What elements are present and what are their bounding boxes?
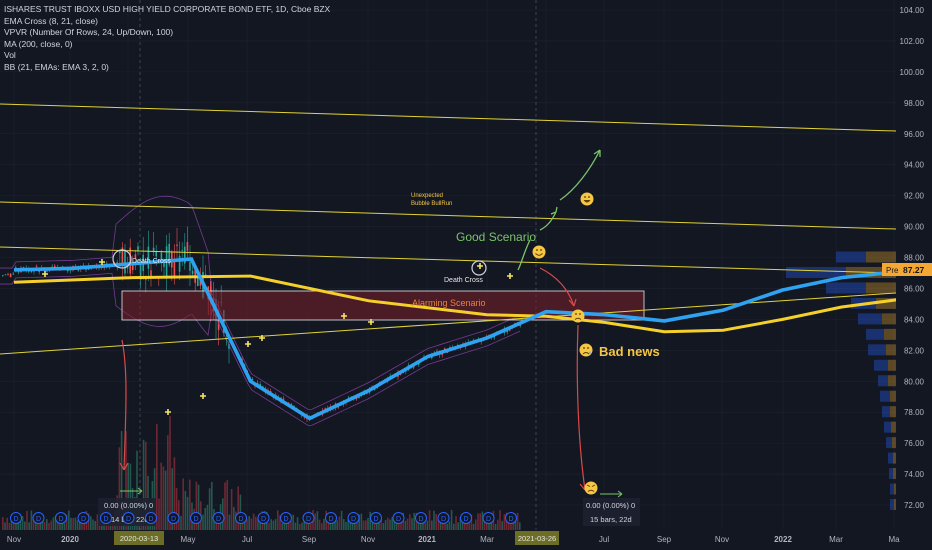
alarming-scenario-label: Alarming Scenario	[412, 298, 486, 308]
price-tick-label: 78.00	[904, 408, 925, 417]
svg-text:D: D	[193, 516, 198, 523]
svg-text:D: D	[171, 516, 176, 523]
time-tick-label: Sep	[302, 535, 317, 544]
svg-text:D: D	[283, 516, 288, 523]
svg-text:D: D	[81, 516, 86, 523]
price-tick-label: 96.00	[904, 130, 925, 139]
price-tick-label: 82.00	[904, 346, 925, 355]
price-tick-label: 90.00	[904, 223, 925, 232]
sad-emoji-icon	[579, 343, 593, 357]
svg-text:D: D	[36, 516, 41, 523]
ema-line	[13, 257, 932, 421]
death-cross-label-1: Death Cross	[132, 258, 171, 265]
svg-text:D: D	[238, 516, 243, 523]
good-scenario-label: Good Scenario	[456, 230, 536, 244]
svg-text:D: D	[486, 516, 491, 523]
price-tick-label: 104.00	[900, 6, 925, 15]
worried-emoji-icon	[571, 309, 585, 323]
good-scenario-arrow	[517, 149, 601, 271]
svg-text:0.00 (0.00%) 0: 0.00 (0.00%) 0	[104, 501, 153, 510]
price-tick-label: 86.00	[904, 284, 925, 293]
time-tick-label: May	[180, 535, 195, 544]
svg-text:D: D	[396, 516, 401, 523]
svg-text:D: D	[441, 516, 446, 523]
chart-title: ISHARES TRUST IBOXX USD HIGH YIELD CORPO…	[4, 4, 331, 14]
bollinger-bands	[0, 195, 521, 426]
crosshair-date-label-left: 2020-03-13	[114, 531, 164, 545]
bubble-label-line1: Unexpected	[411, 193, 443, 199]
time-tick-label: Nov	[361, 535, 375, 544]
ma200-line	[13, 274, 932, 334]
price-tick-label: 74.00	[904, 470, 925, 479]
svg-text:D: D	[328, 516, 333, 523]
svg-text:D: D	[261, 516, 266, 523]
time-tick-label: Nov	[715, 535, 729, 544]
svg-text:2021-03-26: 2021-03-26	[518, 534, 556, 543]
time-axis[interactable]: Nov2020MarMayJulSepNov2021MarMayJulSepNo…	[0, 530, 932, 550]
svg-text:87.27: 87.27	[903, 265, 925, 275]
time-tick-label: Sep	[657, 535, 672, 544]
time-tick-label: Ma	[888, 535, 900, 544]
time-tick-label: Mar	[480, 535, 494, 544]
price-tick-label: 102.00	[900, 37, 925, 46]
indicator-vpvr[interactable]: VPVR (Number Of Rows, 24, Up/Down, 100)	[4, 27, 174, 37]
svg-text:D: D	[351, 516, 356, 523]
svg-text:D: D	[373, 516, 378, 523]
svg-text:D: D	[148, 516, 153, 523]
price-tick-label: 80.00	[904, 377, 925, 386]
measure-arrows	[120, 487, 623, 498]
chart-grid	[0, 0, 896, 530]
price-tick-label: 84.00	[904, 315, 925, 324]
svg-text:D: D	[463, 516, 468, 523]
svg-text:14 b: 14 b	[111, 515, 126, 524]
time-tick-label: 2020	[61, 535, 79, 544]
svg-text:2020-03-13: 2020-03-13	[120, 534, 158, 543]
svg-text:D: D	[58, 516, 63, 523]
svg-text:D: D	[306, 516, 311, 523]
indicator-ema-cross[interactable]: EMA Cross (8, 21, close)	[4, 15, 99, 26]
bad-scenario-arrow	[119, 267, 589, 491]
grin-emoji-icon	[580, 192, 594, 206]
price-tick-label: 94.00	[904, 161, 925, 170]
price-tick-label: 76.00	[904, 439, 925, 448]
svg-text:22d: 22d	[136, 515, 149, 524]
svg-text:D: D	[216, 516, 221, 523]
cross-markers	[42, 259, 513, 415]
angry-emoji-icon	[584, 481, 598, 495]
svg-text:D: D	[13, 516, 18, 523]
time-tick-label: Mar	[829, 535, 843, 544]
indicator-vol[interactable]: Vol	[4, 50, 16, 60]
time-tick-label: Jul	[242, 535, 252, 544]
chart-legend: ISHARES TRUST IBOXX USD HIGH YIELD CORPO…	[4, 4, 330, 73]
svg-text:D: D	[508, 516, 513, 523]
death-cross-label-2: Death Cross	[444, 277, 483, 284]
last-price-badge: Pre 87.27	[882, 263, 932, 276]
price-tick-label: 92.00	[904, 192, 925, 201]
time-tick-label: 2021	[418, 535, 436, 544]
smile-emoji-icon	[532, 245, 546, 259]
death-cross-circle-2	[471, 260, 487, 276]
time-tick-label: 2022	[774, 535, 792, 544]
price-tick-label: 100.00	[900, 68, 925, 77]
indicator-ma[interactable]: MA (200, close, 0)	[4, 38, 73, 49]
svg-text:D: D	[126, 516, 131, 523]
price-tick-label: 72.00	[904, 501, 925, 510]
svg-text:D: D	[103, 516, 108, 523]
price-tick-label: 98.00	[904, 99, 925, 108]
measure-box-right: 0.00 (0.00%) 0 15 bars, 22d	[583, 498, 640, 526]
time-tick-label: Nov	[7, 535, 21, 544]
svg-text:0.00 (0.00%) 0: 0.00 (0.00%) 0	[586, 501, 635, 510]
bad-news-label: Bad news	[599, 344, 660, 359]
svg-text:15 bars, 22d: 15 bars, 22d	[590, 515, 632, 524]
death-cross-circle-1	[112, 249, 132, 269]
svg-text:D: D	[418, 516, 423, 523]
price-tick-label: 88.00	[904, 254, 925, 263]
time-tick-label: Jul	[599, 535, 609, 544]
indicator-bb[interactable]: BB (21, EMAs: EMA 3, 2, 0)	[4, 61, 109, 72]
svg-text:Pre: Pre	[886, 266, 899, 275]
crosshair-date-label-right: 2021-03-26	[515, 531, 559, 545]
bubble-label-line2: Bubble BullRun	[411, 201, 452, 207]
